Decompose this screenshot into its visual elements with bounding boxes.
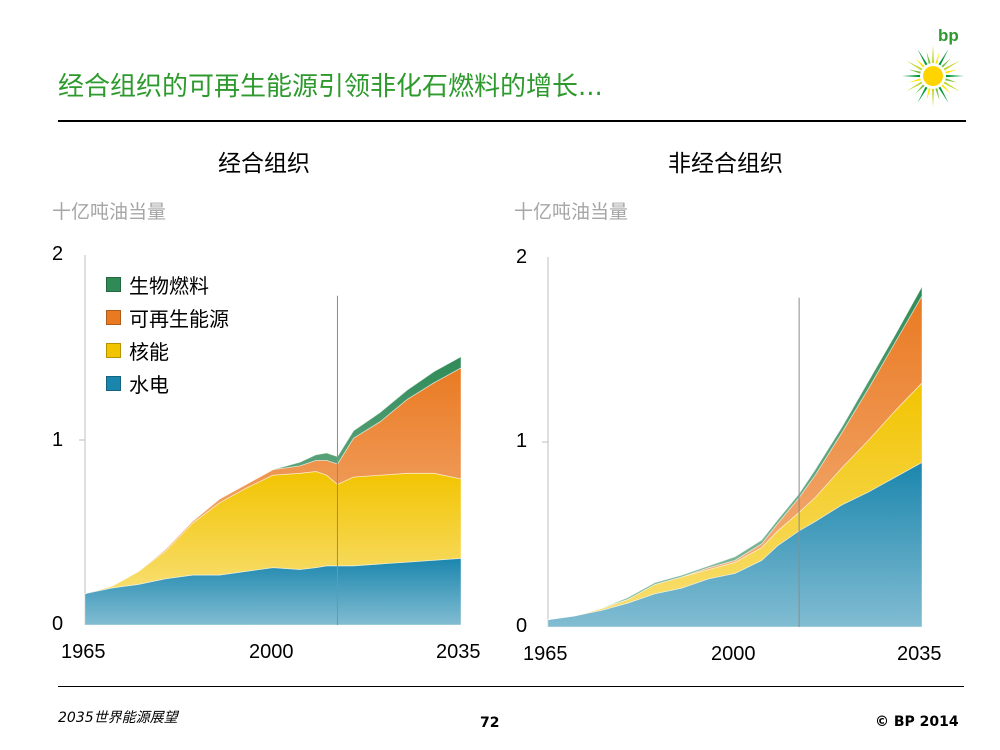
- logo-ray: [943, 77, 958, 83]
- logo-ray: [931, 86, 935, 107]
- logo-ray: [937, 49, 949, 68]
- area-biofuels: [84, 356, 462, 594]
- legend-swatch-nuclear: [106, 343, 121, 358]
- logo-ray: [908, 69, 923, 75]
- legend-item-renewables: 可再生能源: [106, 301, 229, 334]
- logo-ray: [934, 86, 940, 101]
- logo-ray: [915, 58, 927, 70]
- legend-label-biofuels: 生物燃料: [129, 274, 209, 298]
- x-tick-oecd-2000: 2000: [249, 641, 294, 663]
- x-tick-non-oecd-1965: 1965: [523, 643, 568, 665]
- x-tick-non-oecd-2035: 2035: [897, 643, 942, 665]
- logo-ray: [939, 58, 951, 70]
- x-tick-non-oecd-2000: 2000: [711, 643, 756, 665]
- x-tick-oecd-2035: 2035: [436, 641, 481, 663]
- logo-ray: [937, 84, 949, 103]
- logo-ray: [906, 80, 925, 92]
- chart-legend: 生物燃料 可再生能源 核能 水电: [106, 268, 229, 400]
- legend-swatch-biofuels: [106, 277, 121, 292]
- legend-swatch-renewables: [106, 310, 121, 325]
- logo-ray: [926, 51, 932, 66]
- y-unit-label-oecd: 十亿吨油当量: [52, 201, 167, 223]
- logo-ray: [939, 82, 951, 94]
- bp-helios-logo: [902, 45, 964, 107]
- footer-copyright: © BP 2014: [875, 714, 959, 730]
- oecd-stacked-area-chart: [79, 255, 462, 626]
- logo-ray: [941, 80, 960, 92]
- logo-rays: [902, 45, 964, 107]
- y-tick-oecd-2: 2: [52, 243, 64, 265]
- y-unit-label-non-oecd: 十亿吨油当量: [514, 201, 629, 223]
- logo-ray: [915, 82, 927, 94]
- logo-ray: [917, 49, 929, 68]
- logo-core: [923, 66, 943, 86]
- logo-ray: [917, 84, 929, 103]
- logo-ray: [908, 77, 923, 83]
- y-tick-non-oecd-2: 2: [516, 246, 528, 268]
- non-oecd-stacked-area-chart: [542, 257, 923, 628]
- legend-item-nuclear: 核能: [106, 334, 229, 367]
- legend-item-hydro: 水电: [106, 367, 229, 400]
- logo-ray: [943, 69, 958, 75]
- x-tick-oecd-1965: 1965: [61, 641, 106, 663]
- logo-ray: [906, 60, 925, 72]
- bp-logo-text: bp: [938, 26, 959, 45]
- chart-title-oecd: 经合组织: [218, 151, 310, 177]
- legend-swatch-hydro: [106, 376, 121, 391]
- page-title: 经合组织的可再生能源引领非化石燃料的增长...: [58, 72, 603, 102]
- y-tick-non-oecd-1: 1: [516, 430, 528, 452]
- header-divider: [58, 120, 966, 122]
- logo-ray: [941, 60, 960, 72]
- y-tick-oecd-1: 1: [52, 429, 64, 451]
- logo-ray: [934, 51, 940, 66]
- legend-label-renewables: 可再生能源: [129, 307, 229, 331]
- logo-ray: [926, 86, 932, 101]
- area-biofuels: [547, 285, 923, 620]
- logo-ray: [902, 74, 923, 78]
- legend-label-hydro: 水电: [129, 373, 169, 397]
- y-tick-oecd-0: 0: [52, 613, 64, 635]
- area-hydro: [84, 557, 462, 626]
- footer-divider: [58, 686, 964, 687]
- footer-page-number: 72: [480, 715, 500, 731]
- logo-ray: [943, 74, 964, 78]
- footer-publication: 2035世界能源展望: [58, 710, 178, 726]
- chart-title-non-oecd: 非经合组织: [668, 151, 783, 177]
- legend-item-biofuels: 生物燃料: [106, 268, 229, 301]
- logo-ray: [931, 45, 935, 66]
- legend-label-nuclear: 核能: [129, 340, 169, 364]
- y-tick-non-oecd-0: 0: [516, 615, 528, 637]
